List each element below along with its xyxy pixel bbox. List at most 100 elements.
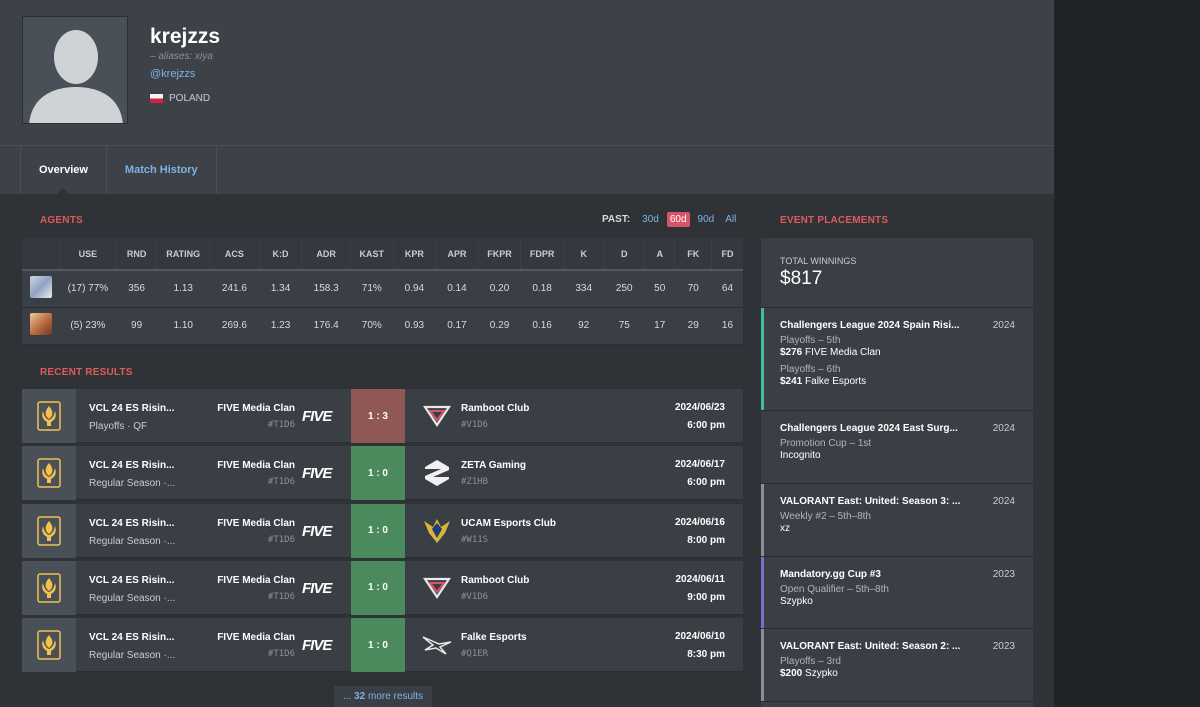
match-team2-name: Ramboot Club — [461, 574, 530, 586]
stat-cell: 70 — [674, 270, 712, 308]
stat-cell: 99 — [116, 307, 158, 345]
filter-all[interactable]: All — [725, 214, 737, 225]
match-event-name: VCL 24 ES Risin... — [89, 574, 175, 586]
past-filter-label: PAST: — [602, 214, 631, 225]
event-placements-panel: TOTAL WINNINGS $817 Challengers League 2… — [761, 238, 1033, 707]
match-team1-tag: #T1D6 — [267, 477, 295, 488]
col-a[interactable]: A — [644, 238, 676, 271]
match-score: 1 : 3 — [351, 389, 405, 443]
col-kast[interactable]: KAST — [350, 238, 394, 271]
col-fdpr[interactable]: FDPR — [520, 238, 564, 271]
twitter-handle-link[interactable]: @krejzzs — [150, 68, 196, 80]
match-team2-name: ZETA Gaming — [461, 460, 526, 472]
match-team2-tag: #V1D6 — [461, 420, 489, 430]
agent-portrait-icon — [29, 276, 52, 299]
placement-stage: Playoffs – 3rd — [780, 656, 841, 667]
ramboot-club-logo-icon — [422, 573, 452, 603]
more-results-suffix: more results — [368, 691, 424, 702]
col-use[interactable]: USE — [59, 238, 117, 271]
col-apr[interactable]: APR — [435, 238, 479, 271]
match-result-row[interactable]: VCL 24 ES Risin... Regular Season ·... FIV… — [22, 446, 743, 501]
col-adr[interactable]: ADR — [301, 238, 352, 271]
agent-row: (17) 77% 356 1.13 241.6 1.34 158.3 71% 0… — [22, 270, 743, 308]
stat-cell: 0.20 — [478, 270, 522, 308]
col-fd[interactable]: FD — [711, 238, 743, 271]
match-stage: Regular Season ·... — [89, 535, 176, 547]
more-results-link[interactable]: ... 32 more results — [334, 686, 432, 707]
filter-90d[interactable]: 90d — [697, 214, 715, 225]
tab-overview[interactable]: Overview — [20, 146, 107, 194]
stat-cell: 158.3 — [301, 270, 352, 308]
match-team2-name: Ramboot Club — [461, 403, 530, 414]
more-results-count: 32 — [354, 691, 366, 702]
five-media-logo-icon: FIVE — [302, 465, 332, 483]
ucam-esports-logo-icon — [422, 516, 452, 546]
match-team2-tag: #Q1ER — [461, 649, 489, 660]
col-kd[interactable]: K:D — [259, 238, 303, 271]
match-date: 2024/06/11 — [675, 573, 726, 585]
placements-list: Challengers League 2024 Spain Risi... 202… — [761, 308, 1033, 702]
filter-30d[interactable]: 30d — [642, 214, 659, 225]
match-event-name: VCL 24 ES Risin... — [89, 403, 175, 414]
agent-cell — [22, 307, 61, 345]
agents-header-row: USE RND RATING ACS K:D ADR KAST KPR APR … — [22, 238, 743, 271]
match-time: 6:00 pm — [687, 477, 725, 489]
filter-60d[interactable]: 60d — [666, 212, 690, 227]
placement-event-name: Challengers League 2024 Spain Risi... — [780, 320, 960, 331]
match-date: 2024/06/16 — [674, 516, 725, 528]
stat-cell: 17 — [644, 307, 676, 345]
event-logo-icon — [22, 389, 76, 443]
match-score: 1 : 0 — [351, 618, 405, 673]
col-k[interactable]: K — [563, 238, 605, 271]
event-logo-icon — [22, 618, 76, 673]
match-team1-tag: #T1D6 — [267, 534, 295, 545]
tab-match-history[interactable]: Match History — [107, 146, 217, 194]
match-result-row[interactable]: VCL 24 ES Risin... Regular Season ·... FIV… — [22, 560, 743, 615]
stat-cell: 29 — [674, 307, 712, 345]
match-result-row[interactable]: VCL 24 ES Risin... Playoffs · QF FIVE Medi… — [22, 389, 743, 443]
placement-stage: Open Qualifier – 5th–8th — [780, 584, 889, 595]
placement-team-name: xz — [780, 523, 790, 534]
match-result-row[interactable]: VCL 24 ES Risin... Regular Season ·... FIV… — [22, 503, 743, 558]
match-date: 2024/06/23 — [674, 402, 725, 413]
agent-portrait-icon — [29, 313, 52, 335]
agent-row: (5) 23% 99 1.10 269.6 1.23 176.4 70% 0.9… — [22, 307, 743, 345]
stat-cell: 70% — [350, 307, 394, 345]
stat-cell: 1.13 — [156, 270, 211, 308]
event-placement-item[interactable]: Challengers League 2024 East Surg... 2024… — [761, 411, 1033, 484]
placement-prize: $276 — [780, 347, 803, 358]
col-fk[interactable]: FK — [674, 238, 712, 271]
stat-cell: 71% — [350, 270, 394, 308]
agents-table: USE RND RATING ACS K:D ADR KAST KPR APR … — [22, 238, 743, 345]
five-media-logo-icon: FIVE — [302, 522, 332, 540]
placement-prize: $200 — [780, 668, 803, 679]
match-score: 1 : 0 — [351, 560, 405, 615]
col-rnd[interactable]: RND — [116, 238, 158, 271]
col-d[interactable]: D — [603, 238, 646, 271]
ramboot-club-logo-icon — [422, 401, 452, 431]
match-time: 9:00 pm — [687, 591, 725, 603]
placement-team-name: Szypko — [780, 596, 813, 607]
stat-cell: 241.6 — [209, 270, 260, 308]
match-stage: Regular Season ·... — [89, 650, 176, 662]
col-fkpr[interactable]: FKPR — [478, 238, 522, 271]
stat-cell: 0.16 — [520, 307, 564, 345]
stat-cell: 0.94 — [393, 270, 437, 308]
col-kpr[interactable]: KPR — [393, 238, 437, 271]
placement-year: 2024 — [992, 496, 1015, 507]
event-placement-item[interactable]: Mandatory.gg Cup #3 2023 Open Qualifier – … — [761, 557, 1033, 629]
stat-cell: 356 — [116, 270, 158, 308]
event-placement-item[interactable]: VALORANT East: United: Season 2: ... 2023… — [761, 629, 1033, 702]
five-media-logo-icon: FIVE — [302, 579, 332, 597]
match-result-row[interactable]: VCL 24 ES Risin... Regular Season ·... FIV… — [22, 618, 743, 673]
placement-team: Szypko — [780, 596, 1023, 607]
stat-cell: 16 — [711, 307, 743, 345]
col-acs[interactable]: ACS — [209, 238, 260, 271]
stat-cell: 269.6 — [209, 307, 260, 345]
event-placement-item[interactable]: Challengers League 2024 Spain Risi... 202… — [761, 308, 1033, 411]
match-time: 6:00 pm — [687, 420, 725, 431]
event-placement-item[interactable]: VALORANT East: United: Season 3: ... 2024… — [761, 484, 1033, 557]
col-rating[interactable]: RATING — [156, 238, 211, 271]
stat-cell: 250 — [603, 270, 646, 308]
match-score: 1 : 0 — [351, 503, 405, 558]
